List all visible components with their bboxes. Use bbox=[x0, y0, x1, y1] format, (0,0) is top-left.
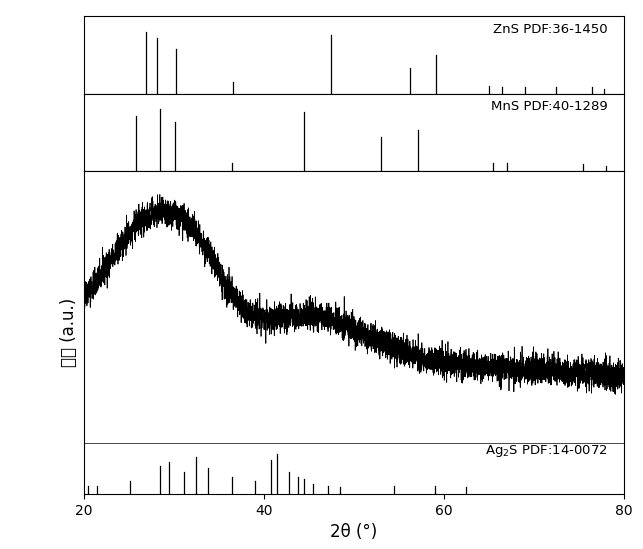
Text: Ag$_2$S PDF:14-0072: Ag$_2$S PDF:14-0072 bbox=[485, 442, 608, 458]
X-axis label: 2θ (°): 2θ (°) bbox=[330, 523, 377, 541]
Text: ZnS PDF:36-1450: ZnS PDF:36-1450 bbox=[493, 23, 608, 36]
Text: MnS PDF:40-1289: MnS PDF:40-1289 bbox=[491, 100, 608, 113]
Y-axis label: 强度 (a.u.): 强度 (a.u.) bbox=[60, 298, 78, 367]
